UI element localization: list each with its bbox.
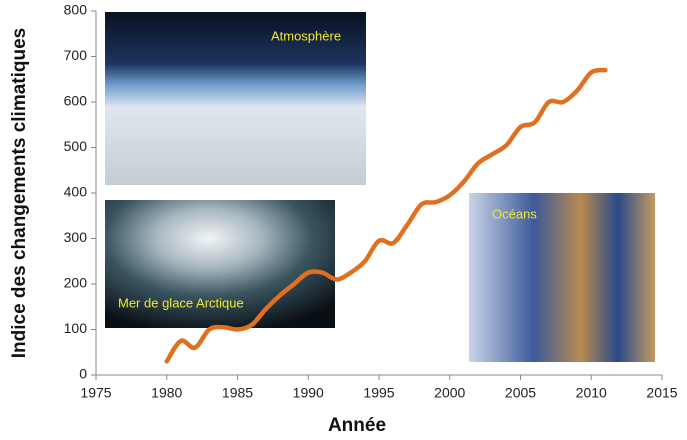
annotation: Atmosphère xyxy=(271,28,341,43)
x-tick-label: 1975 xyxy=(80,385,111,401)
x-tick-label: 1985 xyxy=(222,385,253,401)
data-line xyxy=(164,67,608,364)
x-tick-label: 1980 xyxy=(151,385,182,401)
y-tick-label: 0 xyxy=(79,366,87,382)
y-tick-label: 800 xyxy=(64,2,88,18)
photo-oceans xyxy=(469,193,655,362)
x-axis-label: Année xyxy=(328,415,386,436)
x-tick-label: 2015 xyxy=(646,385,677,401)
photo-atmosphere xyxy=(105,12,366,185)
y-tick-label: 700 xyxy=(64,47,88,63)
x-tick-label: 1995 xyxy=(363,385,394,401)
y-tick-label: 300 xyxy=(64,229,88,245)
y-tick-label: 400 xyxy=(64,184,88,200)
x-tick-label: 1990 xyxy=(293,385,324,401)
x-tick-label: 2000 xyxy=(434,385,465,401)
photo-arctic xyxy=(105,200,335,328)
y-tick-label: 100 xyxy=(64,320,88,336)
annotation: Océans xyxy=(492,206,537,221)
y-tick-label: 600 xyxy=(64,93,88,109)
x-tick-label: 2005 xyxy=(505,385,536,401)
y-tick-label: 200 xyxy=(64,275,88,291)
x-tick-label: 2010 xyxy=(576,385,607,401)
annotation: Mer de glace Arctique xyxy=(118,295,244,310)
y-tick-label: 500 xyxy=(64,138,88,154)
y-axis-label: Indice des changements climatiques xyxy=(9,28,30,359)
